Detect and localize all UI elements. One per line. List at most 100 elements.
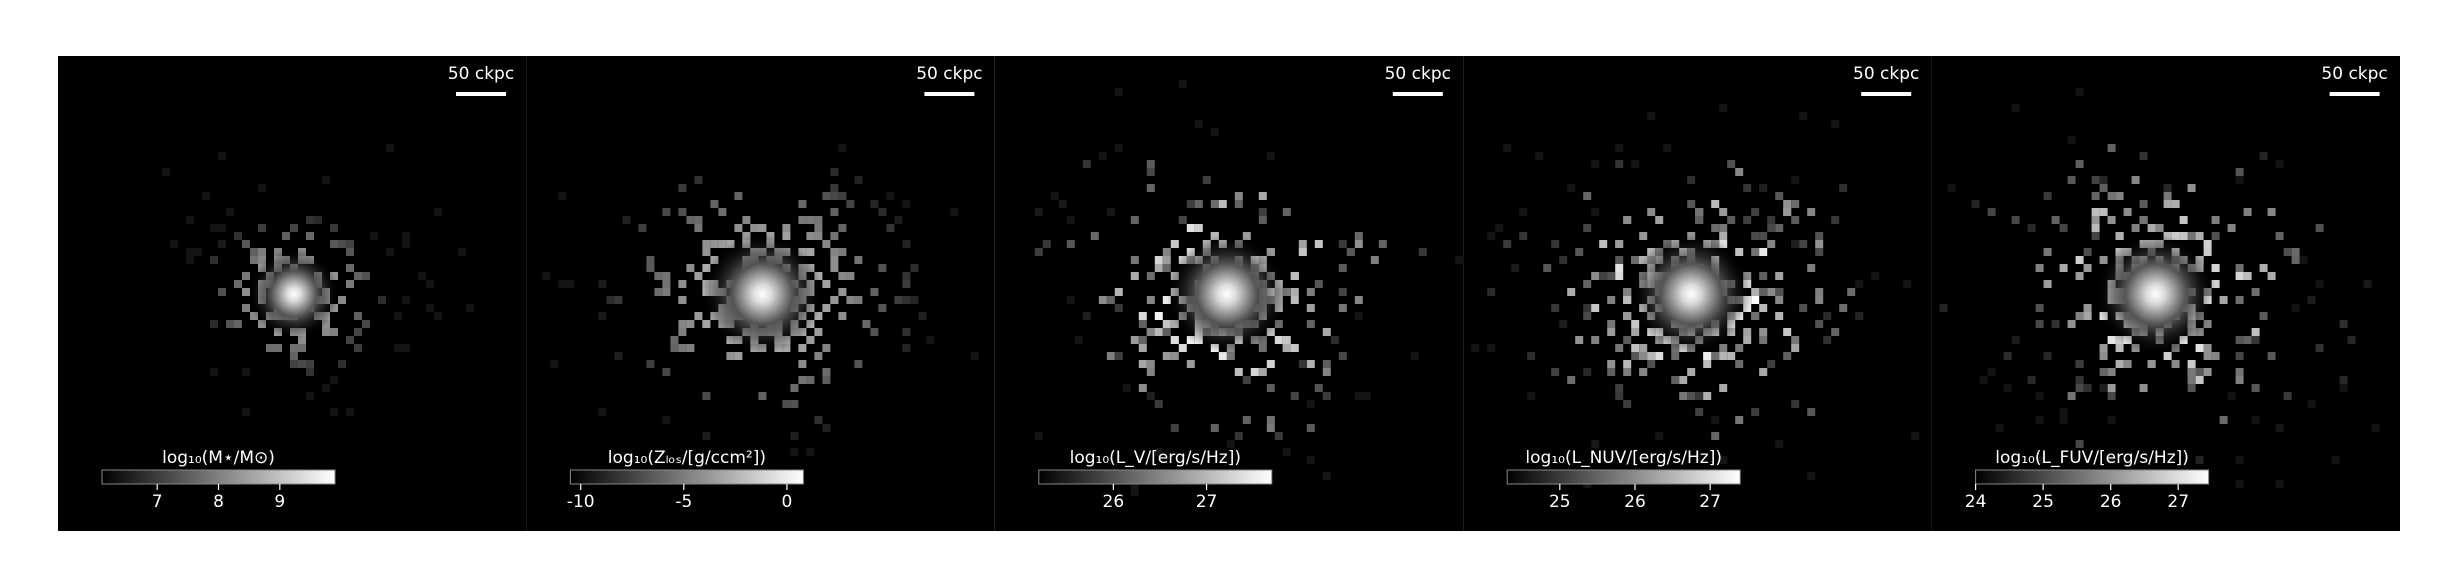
image-pixel (1282, 336, 1291, 344)
image-pixel (1274, 432, 1283, 440)
image-pixel (2107, 336, 2116, 344)
image-pixel (1322, 472, 1331, 480)
image-pixel (1783, 352, 1792, 360)
image-pixel (678, 344, 687, 352)
image-pixel (2107, 384, 2116, 392)
image-pixel (1242, 416, 1251, 424)
image-pixel (402, 296, 410, 304)
scale-bar (1861, 92, 1912, 96)
image-pixel (790, 384, 799, 392)
image-pixel (298, 344, 306, 352)
image-pixel (346, 336, 354, 344)
image-pixel (1979, 376, 1988, 384)
image-pixel (2043, 248, 2052, 256)
image-pixel (2363, 280, 2372, 288)
image-pixel (1583, 368, 1592, 376)
image-pixel (1162, 320, 1171, 328)
image-pixel (1583, 280, 1592, 288)
image-pixel (854, 176, 863, 184)
image-pixel (1282, 448, 1291, 456)
image-pixel (2075, 384, 2084, 392)
image-pixel (1655, 216, 1664, 224)
image-pixel (1362, 392, 1371, 400)
image-pixel (798, 344, 807, 352)
image-pixel (1551, 304, 1560, 312)
image-pixel (1298, 240, 1307, 248)
image-pixel (1987, 368, 1996, 376)
image-pixel (662, 272, 671, 280)
image-pixel (162, 168, 170, 176)
image-pixel (878, 264, 887, 272)
image-pixel (1330, 336, 1339, 344)
image-pixel (1226, 440, 1235, 448)
image-pixel (458, 248, 466, 256)
image-pixel (1338, 264, 1347, 272)
image-pixel (2251, 336, 2260, 344)
image-pixel (338, 360, 346, 368)
image-pixel (1815, 288, 1824, 296)
image-pixel (1138, 320, 1147, 328)
image-pixel (1799, 240, 1808, 248)
image-pixel (1306, 320, 1315, 328)
colorbar-tick-label: 24 (1965, 492, 1987, 512)
image-pixel (1178, 216, 1187, 224)
image-pixel (2107, 368, 2116, 376)
image-pixel (1138, 336, 1147, 344)
image-pixel (2075, 440, 2084, 448)
image-pixel (386, 248, 394, 256)
image-pixel (354, 272, 362, 280)
image-pixel (1258, 368, 1267, 376)
image-pixel (1807, 472, 1816, 480)
image-pixel (306, 360, 314, 368)
panel: 50 ckpc log₁₀(M⋆/M⊙) 7 8 9 (58, 56, 527, 531)
image-pixel (2211, 264, 2220, 272)
image-pixel (970, 352, 979, 360)
image-pixel (394, 344, 402, 352)
image-pixel (886, 224, 895, 232)
image-pixel (1807, 408, 1816, 416)
image-pixel (1751, 208, 1760, 216)
image-pixel (1791, 336, 1800, 344)
image-pixel (2339, 320, 2348, 328)
image-pixel (2139, 384, 2148, 392)
scale-bar (456, 92, 506, 96)
image-pixel (258, 456, 266, 464)
image-pixel (798, 360, 807, 368)
image-pixel (2083, 384, 2092, 392)
image-pixel (234, 320, 242, 328)
image-pixel (830, 296, 839, 304)
image-pixel (1599, 272, 1608, 280)
image-pixel (1162, 328, 1171, 336)
image-pixel (686, 264, 695, 272)
image-pixel (1202, 176, 1211, 184)
image-pixel (362, 320, 370, 328)
image-pixel (2067, 320, 2076, 328)
image-pixel (790, 400, 799, 408)
image-pixel (1751, 248, 1760, 256)
image-pixel (2171, 232, 2180, 240)
image-pixel (1042, 240, 1051, 248)
image-pixel (854, 256, 863, 264)
image-pixel (2075, 160, 2084, 168)
image-pixel (1591, 272, 1600, 280)
image-pixel (1687, 392, 1696, 400)
image-pixel (1234, 432, 1243, 440)
galaxy-core (702, 234, 823, 354)
image-pixel (1114, 144, 1123, 152)
image-pixel (1170, 424, 1179, 432)
image-pixel (1154, 400, 1163, 408)
image-pixel (2075, 376, 2084, 384)
image-pixel (1266, 248, 1275, 256)
image-pixel (1290, 288, 1299, 296)
image-pixel (1290, 344, 1299, 352)
image-pixel (1719, 384, 1728, 392)
image-pixel (1719, 352, 1728, 360)
image-pixel (1711, 432, 1720, 440)
image-pixel (1695, 208, 1704, 216)
image-pixel (1234, 200, 1243, 208)
image-pixel (434, 312, 442, 320)
image-pixel (2139, 216, 2148, 224)
image-pixel (1743, 336, 1752, 344)
image-pixel (1306, 400, 1315, 408)
image-pixel (830, 248, 839, 256)
